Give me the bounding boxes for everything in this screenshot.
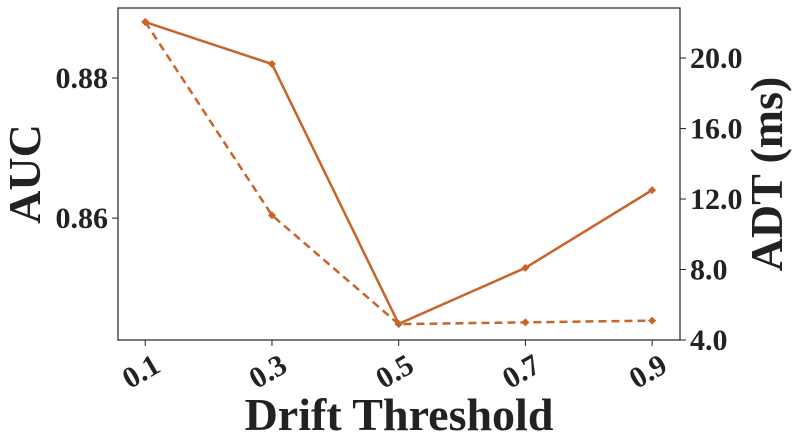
point-marker — [648, 316, 657, 325]
point-marker — [648, 186, 657, 195]
x-axis-label: Drift Threshold — [245, 389, 554, 440]
y-tick-label: 0.88 — [56, 62, 109, 95]
x-tick-label: 0.9 — [624, 348, 673, 395]
y2-tick-label: 20.0 — [690, 42, 743, 75]
y2-axis-label: ADT (ms) — [741, 77, 792, 272]
point-marker — [521, 263, 530, 272]
y2-tick-label: 8.0 — [690, 254, 728, 287]
point-marker — [521, 318, 530, 327]
series-line — [144, 21, 653, 326]
x-tick-label: 0.1 — [117, 348, 166, 395]
point-marker — [141, 17, 150, 26]
plot-frame — [117, 7, 681, 341]
point-marker — [394, 320, 403, 329]
point-marker — [267, 60, 276, 69]
y-tick-label: 0.86 — [56, 202, 109, 235]
series-line — [144, 20, 653, 326]
y2-tick-label: 12.0 — [690, 183, 743, 216]
y2-tick-label: 16.0 — [690, 113, 743, 146]
y-axis-label: AUC — [0, 124, 50, 224]
y2-tick-label: 4.0 — [690, 324, 728, 357]
point-marker — [267, 211, 276, 220]
